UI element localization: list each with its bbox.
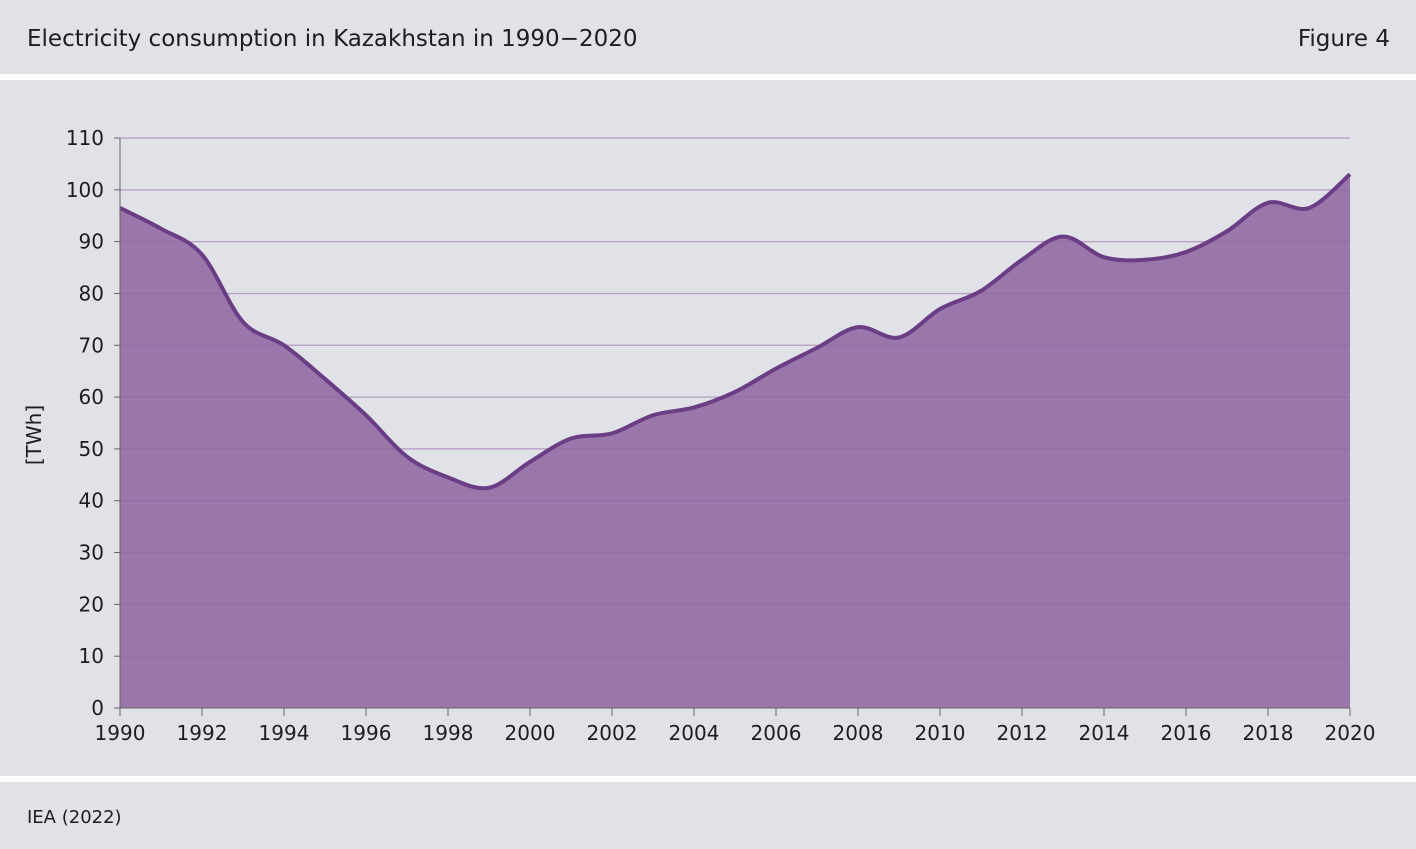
data-point-1991 (159, 227, 163, 231)
x-tick-label: 2006 (751, 721, 802, 745)
axes (114, 137, 1351, 716)
data-point-1999 (487, 486, 491, 490)
x-tick-label: 1992 (177, 721, 228, 745)
x-tick-label: 1990 (95, 721, 146, 745)
x-tick-label: 2020 (1325, 721, 1376, 745)
data-point-2016 (1184, 250, 1188, 254)
x-tick-label: 2002 (587, 721, 638, 745)
series-area (119, 137, 1352, 709)
data-point-2006 (774, 367, 778, 371)
figure-number: Figure 4 (1297, 26, 1390, 52)
x-tick-labels: 1990 1992 1994 1996 1998 2000 2002 2004 2006 2008… (95, 721, 1376, 745)
data-point-2019 (1307, 206, 1311, 210)
series-line (119, 172, 1352, 491)
x-tick-label: 1994 (259, 721, 310, 745)
figure-title: Electricity consumption in Kazakhstan in… (27, 26, 638, 52)
data-point-2001 (569, 437, 573, 441)
y-tick-labels: 0 10 20 30 40 50 60 70 80 90 100 110 (66, 126, 104, 720)
y-tick-label: 50 (79, 437, 104, 461)
data-point-2000 (528, 460, 532, 464)
data-point-1998 (446, 475, 450, 479)
y-tick-label: 10 (79, 644, 104, 668)
y-tick-label: 20 (79, 592, 104, 616)
data-point-1992 (200, 253, 204, 257)
data-point-1997 (405, 455, 409, 459)
data-point-2014 (1102, 255, 1106, 259)
data-point-1996 (364, 413, 368, 417)
y-tick-label: 60 (79, 385, 104, 409)
source-note: IEA (2022) (27, 807, 122, 828)
chart-panel: 0 10 20 30 40 50 60 70 80 90 100 110 1990 1992 1994 19… (0, 80, 1416, 776)
x-tick-label: 2004 (669, 721, 720, 745)
y-tick-label: 100 (66, 178, 104, 202)
data-point-1995 (323, 377, 327, 381)
x-tick-label: 2000 (505, 721, 556, 745)
x-tick-label: 2012 (997, 721, 1048, 745)
y-tick-label: 70 (79, 333, 104, 357)
data-point-2009 (897, 336, 901, 340)
data-point-1993 (241, 320, 245, 324)
data-point-2012 (1020, 258, 1024, 262)
x-tick-label: 2018 (1243, 721, 1294, 745)
data-point-2013 (1061, 234, 1065, 238)
data-point-2011 (979, 289, 983, 293)
data-point-2020 (1348, 172, 1352, 176)
x-tick-label: 2010 (915, 721, 966, 745)
y-tick-label: 110 (66, 126, 104, 150)
data-point-2008 (856, 325, 860, 329)
figure-header: Electricity consumption in Kazakhstan in… (0, 0, 1416, 74)
data-point-2002 (610, 431, 614, 435)
y-tick-label: 40 (79, 489, 104, 513)
data-point-2005 (733, 390, 737, 394)
data-point-2004 (692, 405, 696, 409)
figure-footer: IEA (2022) (0, 782, 1416, 849)
x-tick-label: 1998 (423, 721, 474, 745)
series-area-fill (120, 174, 1350, 709)
data-point-1994 (282, 343, 286, 347)
x-tick-label: 1996 (341, 721, 392, 745)
data-point-2018 (1266, 201, 1270, 205)
y-axis-label: [TWh] (22, 405, 46, 465)
data-point-2003 (651, 413, 655, 417)
x-tick-label: 2016 (1161, 721, 1212, 745)
data-point-2007 (815, 346, 819, 350)
x-tick-label: 2014 (1079, 721, 1130, 745)
y-tick-label: 0 (91, 696, 104, 720)
y-tick-label: 30 (79, 541, 104, 565)
data-point-2015 (1143, 258, 1147, 262)
y-tick-label: 80 (79, 281, 104, 305)
x-tick-label: 2008 (833, 721, 884, 745)
data-point-2017 (1225, 229, 1229, 233)
y-tick-label: 90 (79, 230, 104, 254)
data-point-2010 (938, 307, 942, 311)
